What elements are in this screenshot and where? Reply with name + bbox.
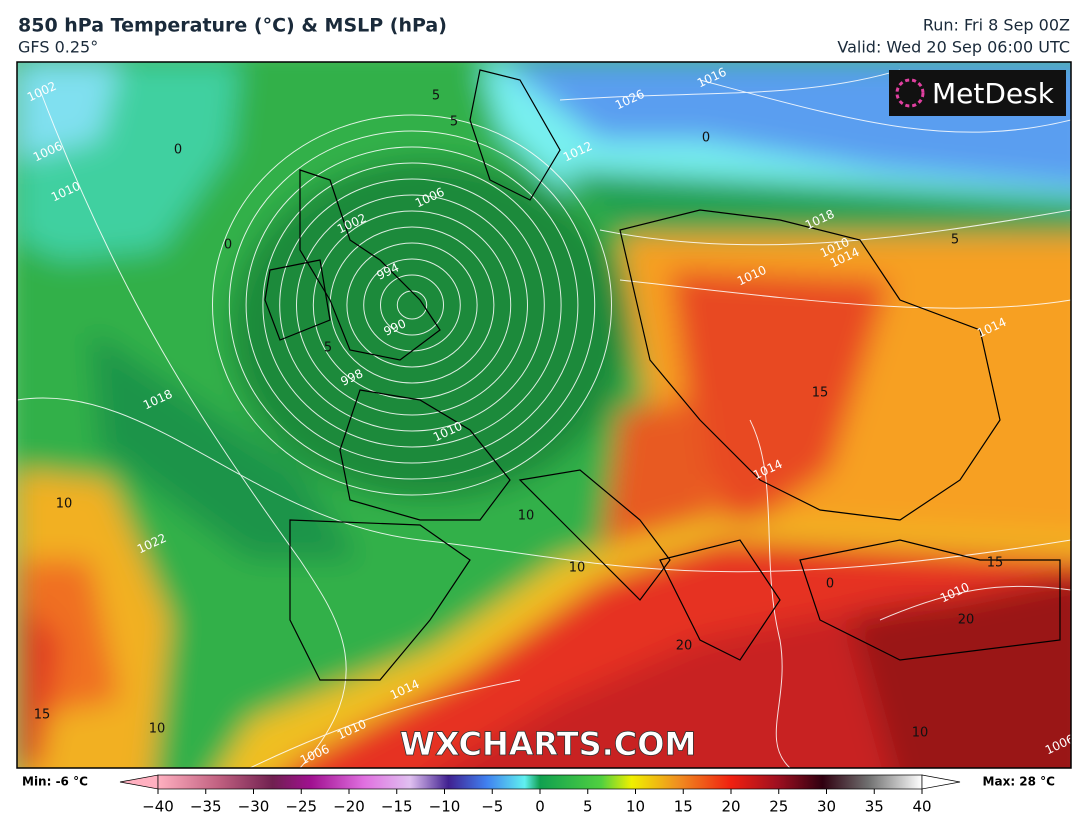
isobar-ring bbox=[380, 274, 444, 336]
coastlines bbox=[264, 69, 1061, 681]
map: 1002100610101026101610121006100299499099… bbox=[17, 62, 1071, 768]
colorbar-tick-label: 35 bbox=[865, 798, 884, 816]
temperature-label: 0 bbox=[174, 143, 182, 158]
temperature-label: 10 bbox=[912, 726, 929, 741]
isobar-ring bbox=[346, 242, 478, 368]
colorbar-tick-label: −35 bbox=[190, 798, 222, 816]
colorbar-tick-label: −25 bbox=[285, 798, 317, 816]
colorbar: −40 −35 −30 −25 −20 −15 −10 −5 0 5 10 15 20 25 30 35 40 bbox=[119, 774, 961, 816]
temperature-label: 5 bbox=[951, 233, 959, 248]
colorbar-tick-label: −40 bbox=[142, 798, 174, 816]
temperature-field bbox=[17, 62, 1071, 768]
colorbar-tick-label: −15 bbox=[381, 798, 413, 816]
temperature-label: 10 bbox=[56, 497, 73, 512]
colorbar-tick-label: −5 bbox=[481, 798, 503, 816]
colorbar-tick-label: 20 bbox=[721, 798, 740, 816]
subtitle: GFS 0.25° bbox=[18, 38, 98, 57]
temperature-label: 20 bbox=[676, 639, 693, 654]
logo-text: MetDesk bbox=[932, 77, 1055, 110]
temperature-label: 15 bbox=[812, 386, 829, 401]
isobar-ring bbox=[245, 146, 579, 464]
map-frame bbox=[16, 61, 1072, 769]
colorbar-tick-label: −10 bbox=[429, 798, 461, 816]
colorbar-high-arrow bbox=[921, 774, 961, 790]
temperature-label: 0 bbox=[224, 238, 232, 253]
run-time: Run: Fri 8 Sep 00Z bbox=[923, 16, 1070, 35]
isobar-ring bbox=[228, 130, 596, 480]
logo-box bbox=[889, 70, 1066, 116]
temperature-label: 20 bbox=[958, 613, 975, 628]
temperature-label: 5 bbox=[432, 89, 440, 104]
temperature-label: 5 bbox=[450, 115, 458, 130]
colorbar-low-arrow bbox=[119, 774, 159, 790]
temperature-label: 10 bbox=[569, 561, 586, 576]
temperature-label: 15 bbox=[987, 556, 1004, 571]
isobar-ring bbox=[212, 114, 612, 496]
temperature-label: 0 bbox=[702, 131, 710, 146]
isobar-ring bbox=[262, 162, 562, 448]
colorbar-tick-label: 15 bbox=[674, 798, 693, 816]
temperature-label: 5 bbox=[324, 341, 332, 356]
logo: MetDesk bbox=[889, 70, 1066, 116]
temperature-label: 10 bbox=[149, 722, 166, 737]
max-label: Max: 28 °C bbox=[983, 775, 1056, 789]
isobar-ring bbox=[329, 226, 495, 384]
colorbar-tick-label: 25 bbox=[769, 798, 788, 816]
colorbar-tick-label: 30 bbox=[817, 798, 836, 816]
logo-icon bbox=[895, 78, 925, 108]
temperature-label: 10 bbox=[518, 509, 535, 524]
colorbar-tick-label: −20 bbox=[333, 798, 365, 816]
colorbar-tick-label: 40 bbox=[912, 798, 931, 816]
min-label: Min: -6 °C bbox=[22, 775, 88, 789]
colorbar-tick-label: 5 bbox=[583, 798, 593, 816]
colorbar-tick-label: 0 bbox=[535, 798, 545, 816]
colorbar-tick-label: 10 bbox=[626, 798, 645, 816]
temperature-label: 15 bbox=[34, 708, 51, 723]
title: 850 hPa Temperature (°C) & MSLP (hPa) bbox=[18, 15, 447, 37]
watermark: WXCHARTS.COM bbox=[400, 725, 697, 763]
colorbar-tick-label: −30 bbox=[238, 798, 270, 816]
isobar-ring bbox=[279, 178, 545, 432]
valid-time: Valid: Wed 20 Sep 06:00 UTC bbox=[837, 38, 1070, 57]
colorbar-scale bbox=[157, 774, 923, 790]
isobar-ring bbox=[296, 194, 528, 416]
temperature-label: 0 bbox=[826, 577, 834, 592]
isobar-ring bbox=[396, 290, 428, 320]
